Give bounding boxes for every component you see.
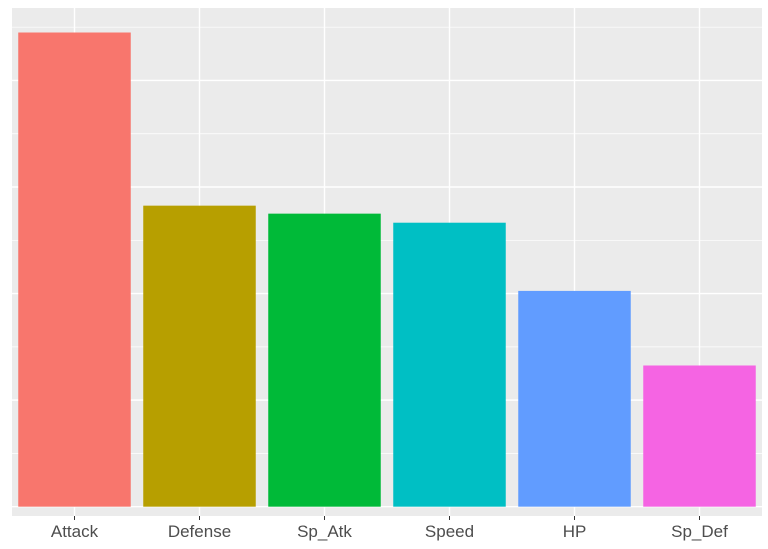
x-tick-label: Defense: [168, 522, 231, 541]
x-axis-ticks: [74, 516, 700, 520]
bar-sp-atk: [268, 213, 381, 507]
bar-speed: [393, 222, 506, 507]
x-tick-label: Attack: [51, 522, 99, 541]
bar-attack: [18, 32, 131, 507]
bar-defense: [143, 205, 256, 507]
bars: [18, 32, 756, 507]
bar-sp-def: [643, 365, 756, 507]
x-axis-tick-labels: Attack Defense Sp_Atk Speed HP Sp_Def: [51, 522, 728, 541]
x-tick-label: Speed: [425, 522, 474, 541]
plot-panel: [12, 8, 762, 516]
x-tick-label: Sp_Def: [671, 522, 728, 541]
minor-gridlines: [12, 26, 762, 454]
bar-hp: [518, 290, 631, 507]
x-tick-label: HP: [563, 522, 587, 541]
x-tick-label: Sp_Atk: [297, 522, 352, 541]
